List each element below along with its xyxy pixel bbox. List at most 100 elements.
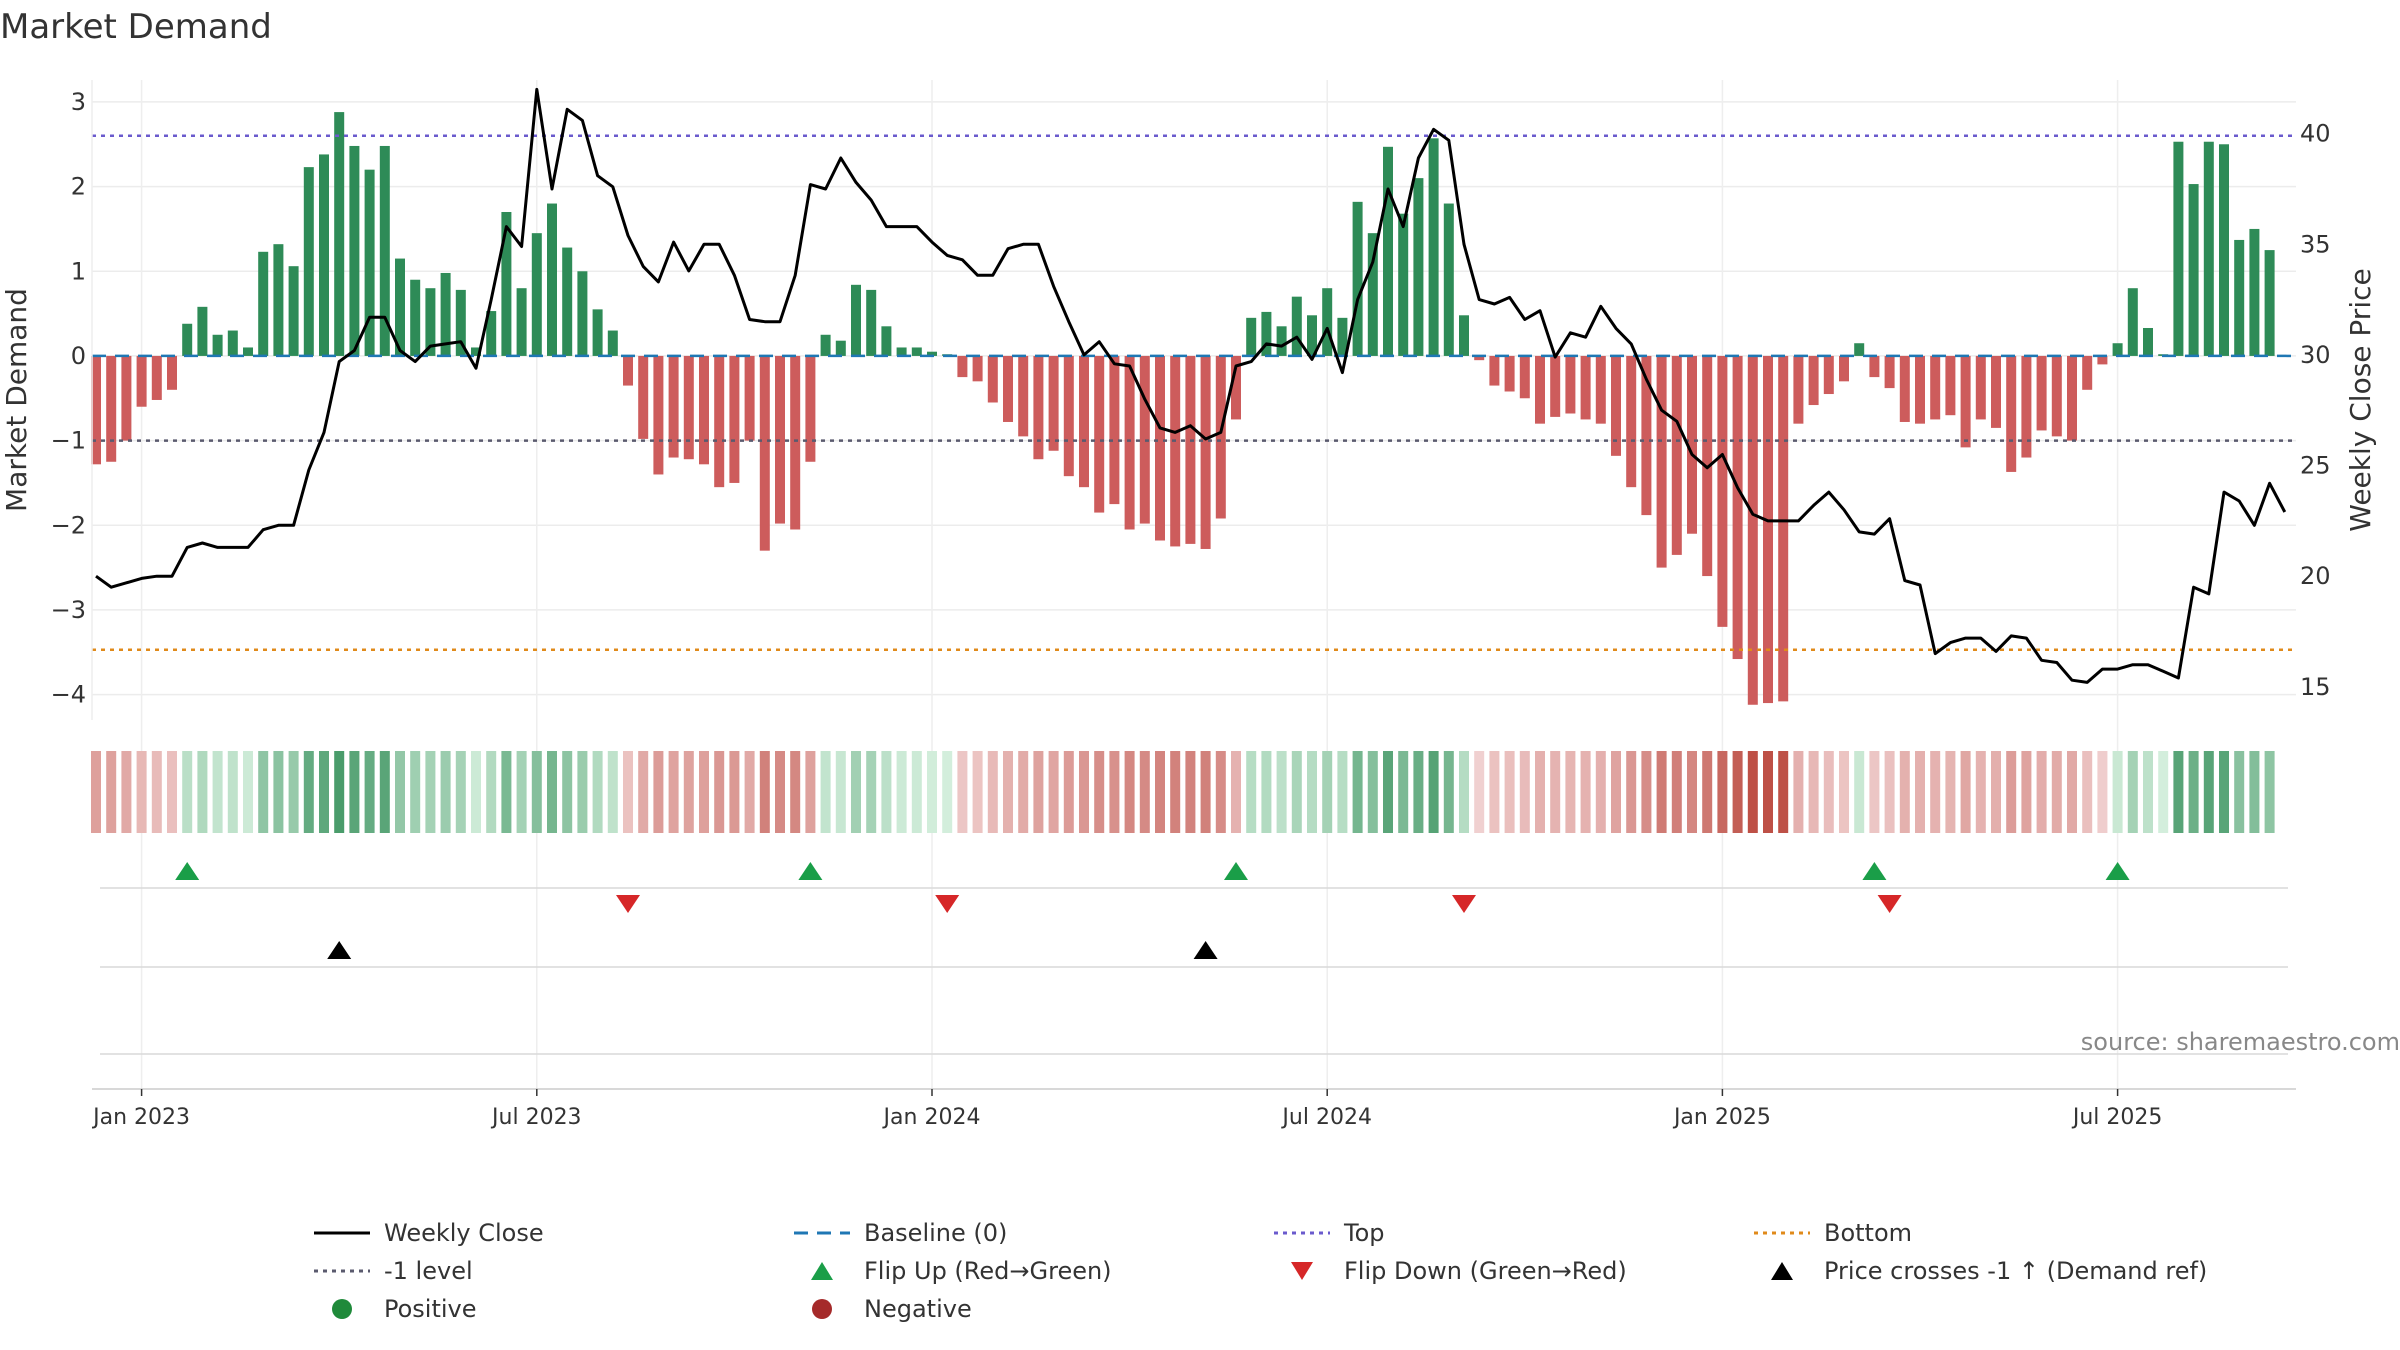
heat-cell (1428, 751, 1439, 833)
heat-cell (1124, 751, 1135, 833)
heat-cell (729, 751, 740, 833)
demand-bar (607, 330, 618, 356)
heat-cell (607, 751, 618, 833)
heat-cell (866, 751, 877, 833)
demand-bar (562, 247, 573, 356)
heat-cell (182, 751, 193, 833)
demand-bar (2173, 141, 2184, 356)
heat-cell (1687, 751, 1697, 833)
legend-label: Flip Down (Green→Red) (1344, 1257, 1627, 1285)
heat-cell (379, 751, 390, 833)
legend-label: Baseline (0) (864, 1219, 1008, 1247)
flip-up-marker (1224, 862, 1248, 880)
demand-bar (1565, 355, 1576, 414)
demand-bar (121, 355, 132, 441)
demand-bar (987, 355, 998, 403)
demand-bar (2051, 355, 2062, 437)
demand-bar (1079, 355, 1089, 488)
demand-bar (1261, 311, 1272, 356)
heat-cell (1003, 751, 1013, 833)
demand-bar (212, 334, 223, 356)
demand-bar (835, 340, 846, 356)
demand-bar (2006, 355, 2017, 472)
y-tick-label-left: −1 (51, 427, 86, 455)
demand-bar (744, 355, 755, 441)
heat-cell (1474, 751, 1485, 833)
heat-cell (2219, 751, 2229, 833)
heat-cell (2234, 751, 2245, 833)
heat-cell (1580, 751, 1591, 833)
demand-bar (1398, 213, 1409, 356)
demand-bar (2067, 355, 2077, 441)
heat-cell (273, 751, 284, 833)
heat-cell (1793, 751, 1804, 833)
demand-bar (1383, 146, 1393, 356)
heat-cell (1048, 751, 1059, 833)
x-tick-label: Jul 2023 (490, 1105, 582, 1130)
heat-cell (2264, 751, 2275, 833)
heat-cell (2127, 751, 2138, 833)
heat-cell (2188, 751, 2199, 833)
legend-label: -1 level (384, 1257, 473, 1285)
triangle-up-icon (811, 1262, 833, 1280)
heat-cell (957, 751, 968, 833)
heat-cell (2036, 751, 2047, 833)
price-cross-marker (1193, 941, 1218, 959)
demand-bar (1291, 296, 1302, 356)
heat-cell (471, 751, 481, 833)
heat-cell (1215, 751, 1226, 833)
demand-bar (881, 326, 892, 356)
flip-down-marker (935, 895, 960, 913)
heat-cell (349, 751, 360, 833)
heat-cell (1854, 751, 1865, 833)
demand-bar (1808, 355, 1819, 406)
chart-title: Market Demand (0, 7, 272, 47)
demand-bar (182, 323, 193, 356)
heat-cell (2158, 751, 2169, 833)
heat-cell (1595, 751, 1606, 833)
demand-bar (1155, 355, 1165, 541)
heat-cell (668, 751, 679, 833)
demand-bar (303, 167, 314, 356)
demand-bar (531, 233, 542, 356)
heat-cell (942, 751, 953, 833)
demand-bar (2264, 250, 2275, 356)
heat-cell (805, 751, 816, 833)
demand-bar (1489, 355, 1500, 386)
heat-cell (1899, 751, 1910, 833)
heat-cell (1869, 751, 1880, 833)
heat-cell (714, 751, 725, 833)
x-tick-label: Jul 2024 (1280, 1105, 1372, 1130)
heat-cell (501, 751, 512, 833)
demand-bar (2234, 239, 2245, 356)
demand-bar (379, 145, 390, 356)
demand-bar (1975, 355, 1986, 420)
heat-cell (1398, 751, 1409, 833)
demand-bar (1854, 343, 1865, 356)
heat-cell (623, 751, 633, 833)
legend-label: Price crosses -1 ↑ (Demand ref) (1824, 1257, 2208, 1285)
demand-bar (820, 334, 831, 356)
legend-baseline: Baseline (0) (790, 1214, 1007, 1252)
demand-bar (136, 355, 147, 407)
demand-bar (1352, 201, 1363, 356)
demand-bar (1671, 355, 1682, 555)
demand-bar (1869, 355, 1880, 378)
demand-bar (1519, 355, 1530, 399)
heat-cell (562, 751, 573, 833)
demand-bar (1991, 355, 2001, 428)
demand-bar (151, 355, 162, 400)
heat-cell (167, 751, 177, 833)
heat-cell (319, 751, 329, 833)
demand-bar (896, 347, 907, 356)
demand-bar (592, 309, 603, 356)
y-tick-label-right: 20 (2300, 562, 2331, 590)
demand-bar (1778, 355, 1789, 702)
demand-bar (1611, 355, 1621, 456)
circle-icon (332, 1299, 352, 1319)
heat-cell (577, 751, 588, 833)
demand-bar (911, 347, 922, 356)
heat-cell (2143, 751, 2153, 833)
heat-cell (972, 751, 983, 833)
demand-bars (91, 112, 2275, 705)
